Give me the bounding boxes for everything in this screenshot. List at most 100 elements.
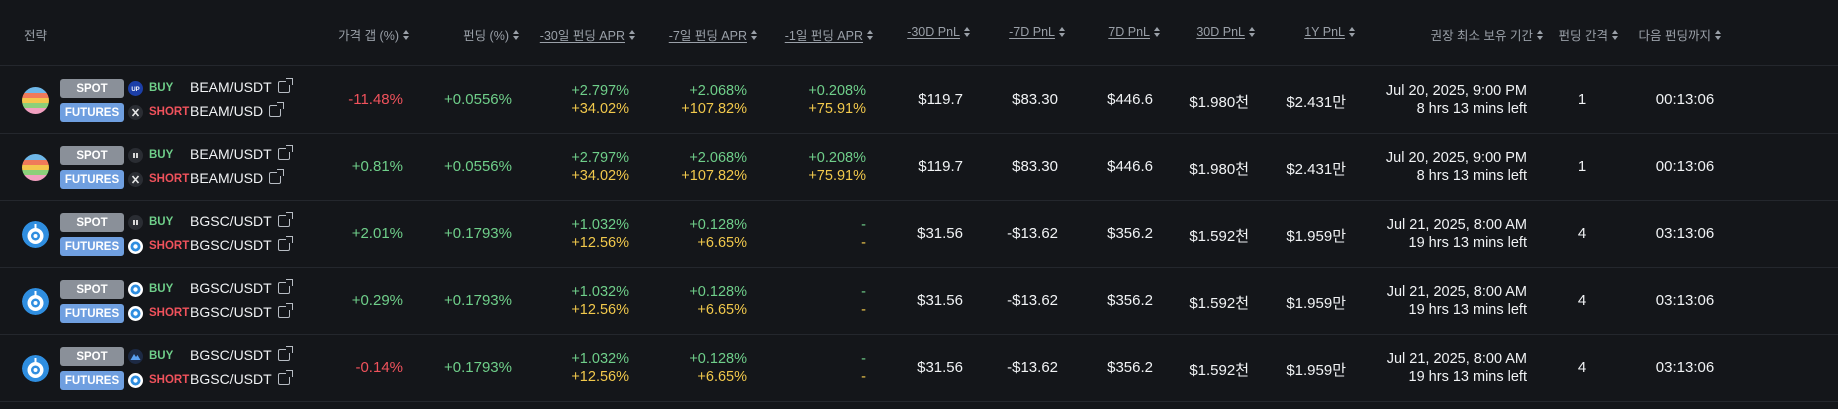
funding-value: +0.0556% [444,158,512,175]
futures-pair-label: BEAM/USD [190,103,264,119]
header-pnl7-forward[interactable]: 7D PnL [1108,25,1161,39]
header-apr1[interactable]: -1일 펀딩 APR [785,25,874,44]
mountain-exchange-icon [128,349,143,364]
header-price-gap[interactable]: 가격 갭 (%) [338,25,410,44]
table-row[interactable]: SPOT BUY BGSC/USDT FUTURES SHORT BGSC/US… [0,201,1838,268]
upbit-icon: UP [128,81,143,96]
apr30-value: +2.797% [571,150,629,166]
external-link-icon[interactable] [277,303,293,318]
external-link-icon[interactable] [277,346,293,361]
futures-pair-link[interactable]: BEAM/USD [190,102,285,119]
header-interval-label: 펀딩 간격 [1558,29,1608,43]
apr7-annual-value: +6.65% [697,302,747,318]
sort-icon[interactable] [751,29,758,40]
futures-tag: FUTURES [60,103,124,122]
futures-pair-link[interactable]: BEAM/USD [190,169,285,186]
sort-icon[interactable] [629,29,636,40]
external-link-icon[interactable] [277,145,293,160]
header-next-funding[interactable]: 다음 펀딩까지 [1639,25,1722,44]
sort-icon[interactable] [1059,27,1066,37]
pnl7-value: -$13.62 [1007,359,1058,376]
next-funding-value: 03:13:06 [1655,359,1715,376]
sort-icon[interactable] [1349,27,1356,37]
futures-tag: FUTURES [60,170,124,189]
sort-icon[interactable] [1154,27,1161,37]
apr30-values: +2.797% +34.02% [571,149,629,185]
table-row[interactable]: SPOT BUY BGSC/USDT FUTURES SHORT BGSC/US… [0,268,1838,335]
pnl30-value: $31.56 [917,225,963,242]
sort-icon[interactable] [1612,29,1619,40]
header-funding[interactable]: 펀딩 (%) [463,25,520,44]
pnl7-value: -$13.62 [1007,225,1058,242]
external-link-icon[interactable] [277,370,293,385]
pnl30-value: $31.56 [917,292,963,309]
price-gap-value: -11.48% [348,91,403,108]
sort-icon[interactable] [403,29,410,40]
header-pnl30[interactable]: -30D PnL [907,25,971,39]
futures-pair-link[interactable]: BGSC/USDT [190,370,293,387]
funding-value: +0.1793% [444,359,512,376]
header-apr30[interactable]: -30일 펀딩 APR [540,25,636,44]
external-link-icon[interactable] [277,212,293,227]
futures-tag: FUTURES [60,371,124,390]
funding-value: +0.1793% [444,292,512,309]
spot-pair-link[interactable]: BGSC/USDT [190,346,293,363]
sort-icon[interactable] [513,29,520,40]
beam-coin-icon [22,87,49,114]
header-pnl30-forward-label: 30D PnL [1196,25,1245,39]
spot-pair-link[interactable]: BGSC/USDT [190,279,293,296]
apr30-value: +1.032% [571,351,629,367]
apr7-value: +2.068% [689,150,747,166]
pnl30-forward-value: $1.592천 [1189,362,1249,379]
header-strategy: 전략 [24,25,47,44]
header-pnl7[interactable]: -7D PnL [1009,25,1066,39]
header-interval[interactable]: 펀딩 간격 [1559,25,1619,44]
x-exchange-icon [128,105,143,120]
table-header: 전략 가격 갭 (%) 펀딩 (%) -30일 펀딩 APR -7일 펀딩 AP… [0,0,1838,66]
pnl7-value: -$13.62 [1007,292,1058,309]
header-apr7[interactable]: -7일 펀딩 APR [669,25,758,44]
apr30-annual-value: +12.56% [571,235,629,251]
external-link-icon[interactable] [277,78,293,93]
sort-icon[interactable] [1249,27,1256,37]
pnl30-value: $119.7 [918,158,963,175]
spot-pair-link[interactable]: BEAM/USDT [190,78,293,95]
external-link-icon[interactable] [269,102,285,117]
sort-icon[interactable] [964,27,971,37]
spot-pair-link[interactable]: BEAM/USDT [190,145,293,162]
spot-pair-link[interactable]: BGSC/USDT [190,212,293,229]
table-row[interactable]: SPOT BUY BGSC/USDT FUTURES SHORT BGSC/US… [0,335,1838,402]
short-label: SHORT [149,307,190,319]
table-row[interactable]: SPOT UP BUY BEAM/USDT FUTURES SHORT BEAM… [0,67,1838,134]
interval-value: 4 [1577,225,1587,242]
short-label: SHORT [149,106,190,118]
header-apr7-label: -7일 펀딩 APR [668,29,747,43]
price-gap-value: +2.01% [351,225,403,242]
header-pnl30-forward[interactable]: 30D PnL [1196,25,1256,39]
external-link-icon[interactable] [269,169,285,184]
sort-icon[interactable] [867,29,874,40]
apr1-value: - [861,284,866,300]
interval-value: 4 [1577,292,1587,309]
header-hold-period[interactable]: 권장 최소 보유 기간 [1431,25,1544,44]
bgsc-exchange-icon [128,282,143,297]
external-link-icon[interactable] [277,236,293,251]
external-link-icon[interactable] [277,279,293,294]
pnl30-forward-value: $1.592천 [1189,295,1249,312]
table-row[interactable]: SPOT BUY BEAM/USDT FUTURES SHORT BEAM/US… [0,134,1838,201]
apr7-values: +0.128% +6.65% [689,216,747,252]
header-hold-period-label: 권장 최소 보유 기간 [1430,29,1533,43]
sort-icon[interactable] [1537,29,1544,40]
futures-pair-label: BGSC/USDT [190,371,272,387]
sort-icon[interactable] [1715,29,1722,40]
apr7-annual-value: +6.65% [697,369,747,385]
spot-pair-label: BGSC/USDT [190,347,272,363]
futures-pair-link[interactable]: BGSC/USDT [190,236,293,253]
header-pnl1y[interactable]: 1Y PnL [1304,25,1356,39]
spot-pair-label: BEAM/USDT [190,146,272,162]
pnl7-forward-value: $356.2 [1107,359,1153,376]
hold-date: Jul 20, 2025, 9:00 PM [1385,150,1527,166]
futures-pair-link[interactable]: BGSC/USDT [190,303,293,320]
header-pnl7-label: -7D PnL [1009,25,1055,39]
